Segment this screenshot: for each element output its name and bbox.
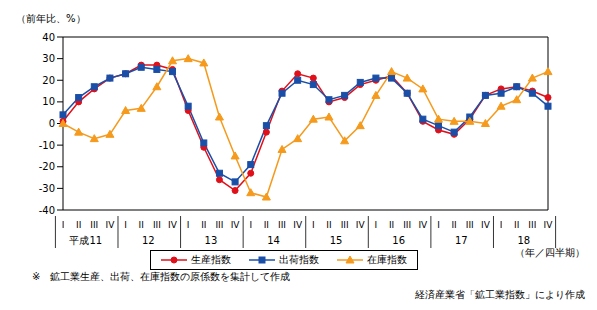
svg-text:I: I bbox=[375, 220, 378, 230]
svg-text:III: III bbox=[215, 220, 223, 230]
svg-text:III: III bbox=[341, 220, 349, 230]
svg-text:II: II bbox=[389, 220, 394, 230]
svg-text:16: 16 bbox=[392, 235, 405, 246]
svg-text:IV: IV bbox=[481, 220, 491, 230]
svg-text:II: II bbox=[451, 220, 456, 230]
svg-text:III: III bbox=[466, 220, 474, 230]
svg-text:II: II bbox=[76, 220, 81, 230]
svg-text:平成11: 平成11 bbox=[69, 235, 102, 246]
svg-text:15: 15 bbox=[330, 235, 343, 246]
svg-text:I: I bbox=[312, 220, 315, 230]
svg-text:I: I bbox=[249, 220, 252, 230]
svg-text:I: I bbox=[500, 220, 503, 230]
svg-text:-20: -20 bbox=[39, 161, 55, 172]
html-text:出荷指数: 出荷指数 bbox=[278, 254, 319, 265]
svg-text:IV: IV bbox=[106, 220, 116, 230]
svg-text:30: 30 bbox=[42, 53, 55, 64]
svg-text:IV: IV bbox=[544, 220, 554, 230]
svg-text:III: III bbox=[278, 220, 286, 230]
svg-text:I: I bbox=[124, 220, 127, 230]
svg-text:13: 13 bbox=[205, 235, 218, 246]
svg-text:IV: IV bbox=[231, 220, 241, 230]
svg-text:-30: -30 bbox=[39, 183, 55, 194]
svg-text:-40: -40 bbox=[39, 205, 55, 216]
svg-text:18: 18 bbox=[517, 235, 530, 246]
html-text:生産指数: 生産指数 bbox=[190, 254, 231, 265]
svg-text:II: II bbox=[201, 220, 206, 230]
svg-text:IV: IV bbox=[356, 220, 366, 230]
svg-text:I: I bbox=[187, 220, 190, 230]
svg-text:17: 17 bbox=[455, 235, 468, 246]
svg-text:III: III bbox=[403, 220, 411, 230]
svg-text:II: II bbox=[139, 220, 144, 230]
svg-text:-10: -10 bbox=[39, 140, 55, 151]
svg-text:20: 20 bbox=[42, 75, 55, 86]
svg-text:III: III bbox=[153, 220, 161, 230]
svg-text:IV: IV bbox=[418, 220, 428, 230]
svg-text:III: III bbox=[528, 220, 536, 230]
svg-text:10: 10 bbox=[42, 96, 55, 107]
svg-text:0: 0 bbox=[49, 118, 55, 129]
html-text:（年／四半期）: （年／四半期） bbox=[515, 247, 585, 258]
html-text:在庫指数: 在庫指数 bbox=[366, 254, 407, 265]
svg-text:II: II bbox=[326, 220, 331, 230]
svg-text:40: 40 bbox=[42, 32, 55, 43]
svg-text:I: I bbox=[437, 220, 440, 230]
svg-text:I: I bbox=[62, 220, 65, 230]
html-text:（前年比、%）: （前年比、%） bbox=[16, 13, 86, 24]
svg-text:12: 12 bbox=[142, 235, 155, 246]
html-text:経済産業省「鉱工業指数」により作成: 経済産業省「鉱工業指数」により作成 bbox=[415, 289, 585, 300]
svg-text:IV: IV bbox=[293, 220, 303, 230]
svg-text:14: 14 bbox=[267, 235, 280, 246]
svg-text:II: II bbox=[264, 220, 269, 230]
svg-text:III: III bbox=[90, 220, 98, 230]
svg-text:IV: IV bbox=[168, 220, 178, 230]
svg-text:II: II bbox=[514, 220, 519, 230]
html-text:※ 鉱工業生産、出荷、在庫指数の原係数を集計して作成: ※ 鉱工業生産、出荷、在庫指数の原係数を集計して作成 bbox=[32, 271, 291, 282]
